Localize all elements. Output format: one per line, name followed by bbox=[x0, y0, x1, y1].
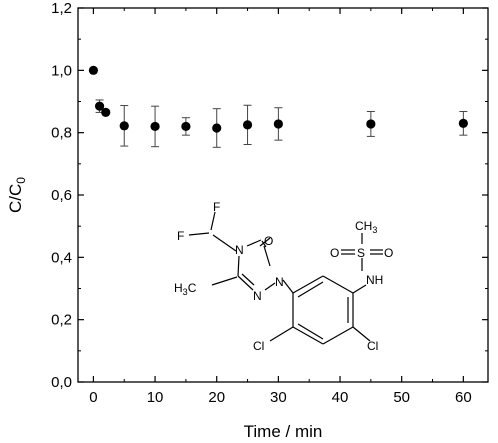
atom-cl-right: Cl bbox=[367, 339, 378, 353]
atom-n1: N bbox=[275, 275, 284, 289]
data-point bbox=[94, 101, 105, 111]
atom-cl-left: Cl bbox=[253, 339, 264, 353]
data-point bbox=[273, 119, 283, 129]
y-tick-label: 0,6 bbox=[51, 187, 72, 204]
atom-f-left: F bbox=[177, 229, 184, 243]
atom-o-left: O bbox=[330, 246, 339, 260]
atom-n2: N bbox=[253, 289, 262, 303]
y-axis-title-main: C/C bbox=[6, 184, 25, 213]
y-tick-label: 0,0 bbox=[51, 374, 72, 391]
x-tick-label: 10 bbox=[147, 389, 164, 406]
data-point bbox=[366, 119, 376, 129]
data-point bbox=[88, 65, 99, 75]
x-axis-title: Time / min bbox=[244, 422, 323, 441]
x-tick-label: 0 bbox=[89, 389, 97, 406]
y-tick-label: 1,0 bbox=[51, 62, 72, 79]
atom-o-carbonyl: O bbox=[264, 234, 273, 248]
atom-f-top: F bbox=[213, 200, 220, 214]
data-point bbox=[458, 118, 468, 128]
x-tick-label: 40 bbox=[332, 389, 349, 406]
y-axis-title: C/C0 bbox=[6, 177, 28, 213]
y-tick-labels: 0,0 0,2 0,4 0,6 0,8 1,0 1,2 bbox=[51, 0, 72, 391]
y-tick-label: 0,4 bbox=[51, 249, 72, 266]
molecule-structure: F F N O N N H3C CH3 S O O NH Cl Cl bbox=[174, 200, 393, 353]
data-point bbox=[101, 107, 111, 118]
plot-frame bbox=[77, 7, 489, 383]
x-tick-label: 60 bbox=[455, 389, 472, 406]
data-point bbox=[181, 121, 191, 132]
svg-text:C/C0: C/C0 bbox=[6, 177, 28, 213]
y-axis-title-subscript: 0 bbox=[14, 177, 28, 184]
methyl-group: H3C bbox=[174, 281, 197, 297]
x-tick-label: 30 bbox=[270, 389, 287, 406]
sulfonyl-methyl: CH3 bbox=[355, 219, 377, 235]
axis-ticks bbox=[78, 7, 488, 383]
y-tick-label: 0,2 bbox=[51, 312, 72, 329]
atom-s: S bbox=[357, 246, 365, 260]
y-tick-label: 1,2 bbox=[51, 0, 72, 17]
atom-o-right: O bbox=[384, 246, 393, 260]
data-point bbox=[242, 120, 253, 130]
x-tick-labels: 0 10 20 30 40 50 60 bbox=[89, 389, 471, 406]
atom-nh: NH bbox=[366, 273, 383, 287]
y-tick-label: 0,8 bbox=[51, 125, 72, 142]
data-points bbox=[88, 65, 468, 133]
data-point bbox=[150, 121, 160, 132]
data-point bbox=[119, 121, 129, 131]
x-tick-label: 50 bbox=[393, 389, 410, 406]
data-point bbox=[212, 123, 222, 133]
x-tick-label: 20 bbox=[208, 389, 225, 406]
atom-n4: N bbox=[235, 243, 244, 257]
